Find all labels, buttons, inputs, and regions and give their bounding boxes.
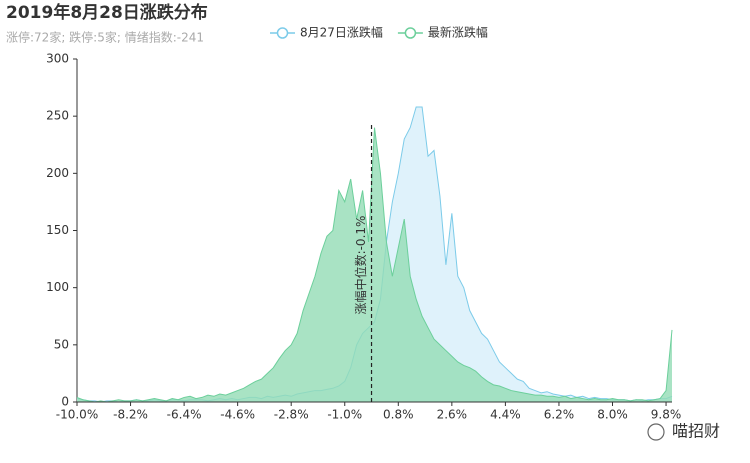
x-tick-label: 6.2%: [544, 408, 575, 422]
line: [76, 127, 673, 403]
x-tick-label: -4.6%: [220, 408, 255, 422]
y-tick-label: 150: [46, 223, 69, 237]
legend-label: 8月27日涨跌幅: [300, 25, 383, 40]
legend-marker: [276, 27, 289, 39]
y-tick-label: 100: [46, 280, 69, 294]
watermark: 喵招财: [672, 422, 720, 441]
y-tick-label: 0: [61, 395, 69, 409]
y-tick-label: 200: [46, 166, 69, 180]
y-tick-label: 250: [46, 109, 69, 123]
y-tick-label: 50: [54, 337, 69, 351]
x-tick-label: 2.6%: [437, 408, 468, 422]
chart-title: 2019年8月28日涨跌分布: [6, 2, 208, 23]
legend-label: 最新涨跌幅: [428, 25, 488, 40]
x-tick-label: -2.8%: [274, 408, 309, 422]
median-label: 涨幅中位数:-0.1%: [353, 216, 368, 315]
x-tick-label: -10.0%: [56, 408, 98, 422]
y-tick-label: 300: [46, 52, 69, 66]
chart-subtitle: 涨停:72家; 跌停:5家; 情绪指数:-241: [6, 30, 204, 45]
x-tick-label: 8.0%: [597, 408, 628, 422]
x-tick-label: 0.8%: [383, 408, 414, 422]
x-tick-label: -6.4%: [167, 408, 202, 422]
x-tick-label: -8.2%: [113, 408, 148, 422]
x-tick-label: -1.0%: [327, 408, 362, 422]
watermark-icon: [647, 423, 665, 441]
area: [77, 127, 672, 402]
x-tick-label: 4.4%: [490, 408, 521, 422]
legend-marker: [404, 27, 417, 39]
x-tick-label: 9.8%: [651, 408, 682, 422]
